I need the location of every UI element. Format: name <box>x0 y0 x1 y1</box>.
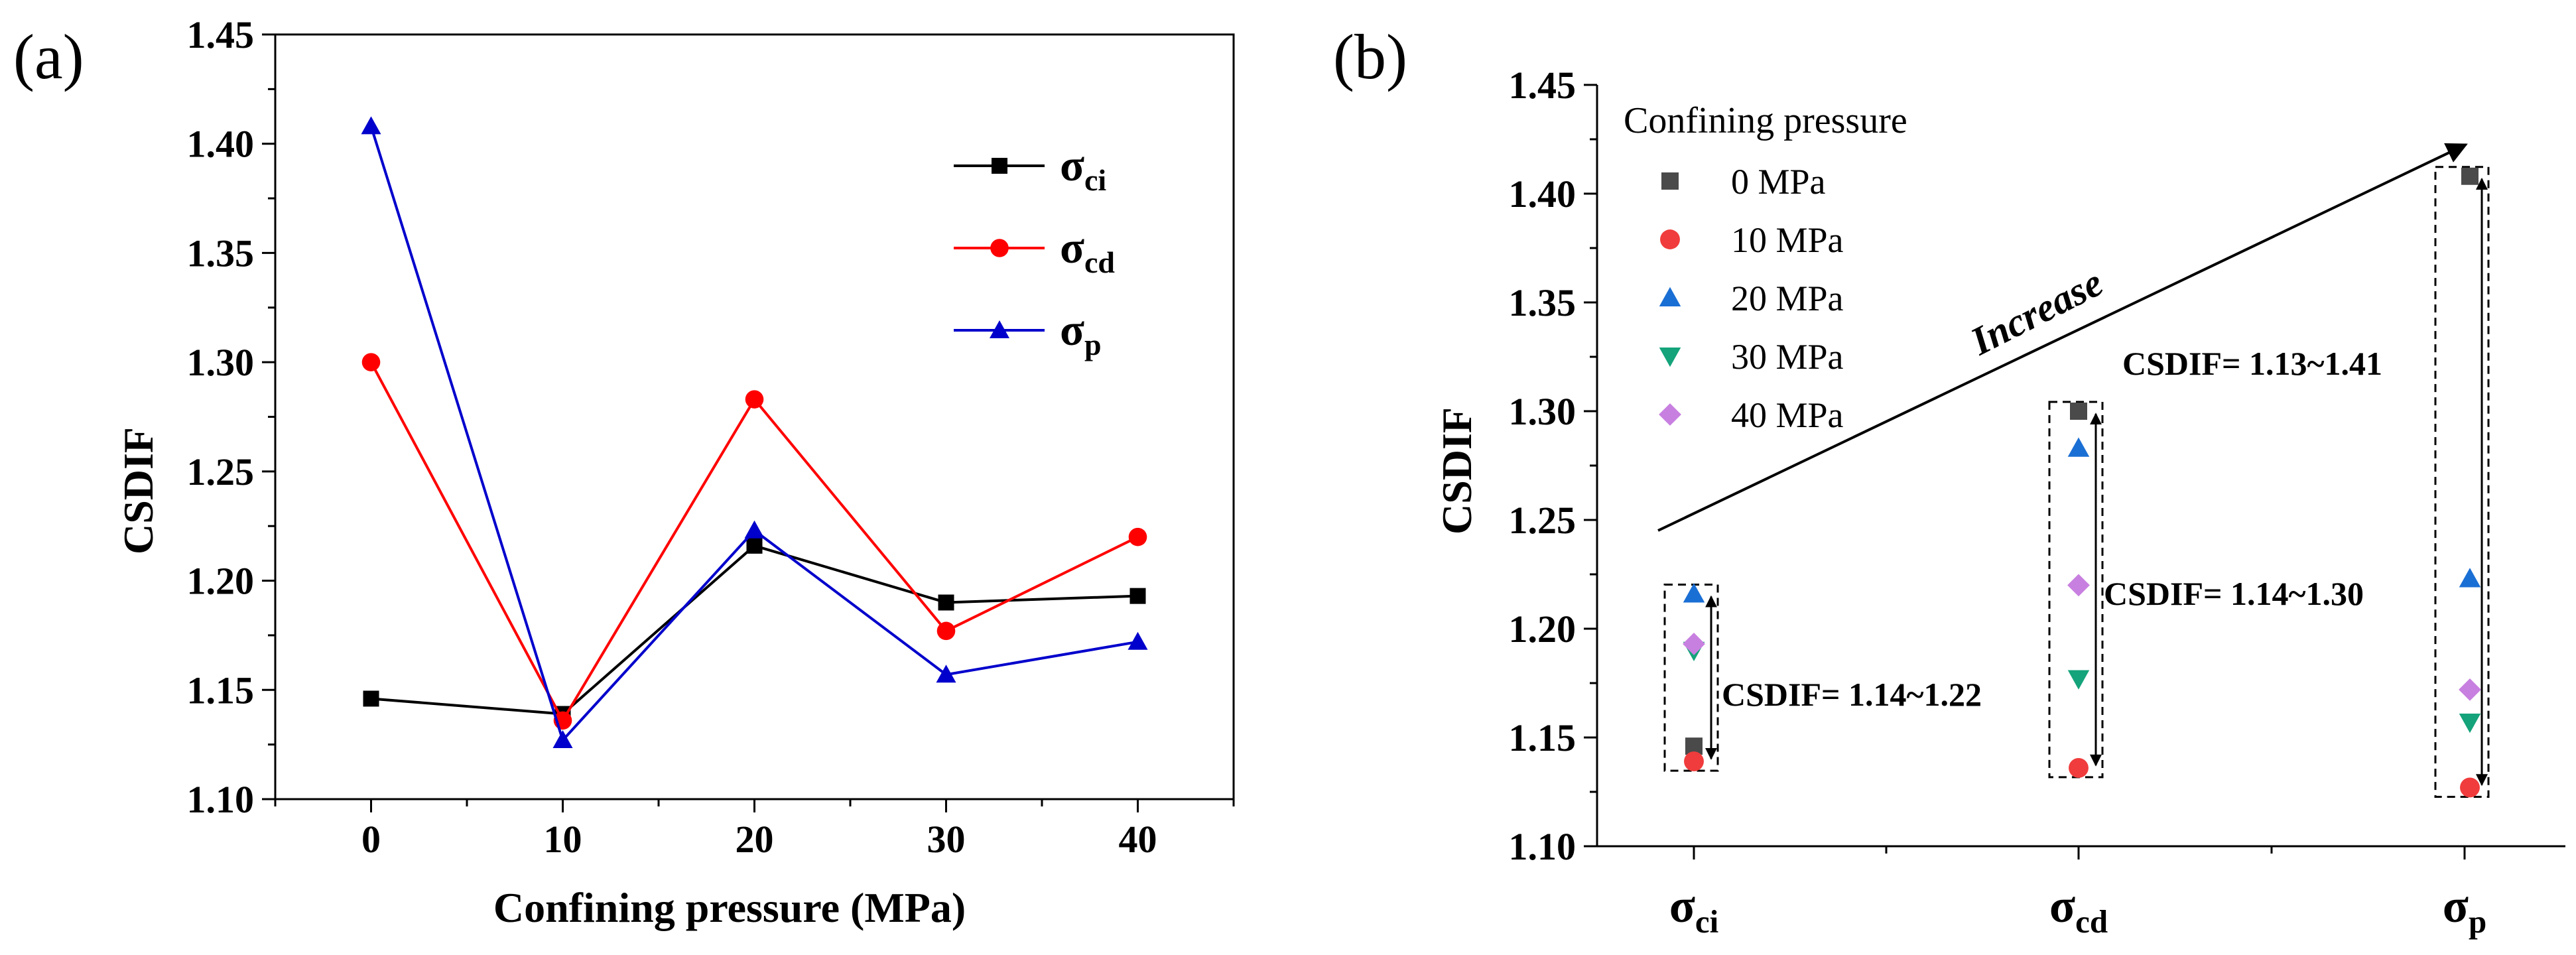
y-tick-label-a: 1.15 <box>187 668 255 712</box>
legend-marker-ci <box>992 158 1007 174</box>
y-tick-label-a: 1.40 <box>187 123 255 166</box>
point-p <box>552 730 573 749</box>
point-10-mpa <box>2460 777 2480 798</box>
panel-a-xlabel: Confining pressure (MPa) <box>493 884 966 931</box>
y-tick-label-b: 1.30 <box>1509 390 1577 433</box>
legend-label-40-mpa: 40 MPa <box>1731 395 1844 435</box>
range-label-p: CSDIF= 1.13~1.41 <box>2122 345 2382 382</box>
legend-label-20-mpa: 20 MPa <box>1731 279 1844 318</box>
y-tick-label-b: 1.40 <box>1509 172 1577 216</box>
point-10-mpa <box>1684 751 1704 772</box>
y-tick-label-b: 1.35 <box>1509 281 1577 324</box>
legend-label-30-mpa: 30 MPa <box>1731 337 1844 377</box>
point-p <box>936 665 956 683</box>
range-box-p <box>2434 166 2490 798</box>
legend-label-p: σp <box>1060 304 1102 361</box>
y-tick-label-b: 1.10 <box>1509 825 1577 868</box>
legend-marker-20-mpa <box>1659 286 1681 306</box>
x-tick-label-a: 20 <box>736 818 774 861</box>
panel-a-label: (a) <box>13 21 84 92</box>
point-30-mpa <box>2459 714 2481 733</box>
point-p <box>1127 631 1148 650</box>
y-tick-label-a: 1.20 <box>187 560 255 603</box>
point-cd <box>361 353 381 371</box>
range-label-cd: CSDIF= 1.14~1.30 <box>2104 575 2364 612</box>
x-tick-label-p: σp <box>2443 879 2486 940</box>
y-tick-label-b: 1.20 <box>1509 607 1577 651</box>
legend-marker-p <box>990 320 1009 338</box>
legend-marker-10-mpa <box>1660 229 1680 249</box>
point-30-mpa <box>2067 670 2090 690</box>
x-tick-label-a: 10 <box>544 818 582 861</box>
y-tick-label-b: 1.45 <box>1509 64 1577 107</box>
point-ci <box>938 594 954 611</box>
y-tick-label-a: 1.30 <box>187 341 255 384</box>
legend-label-10-mpa: 10 MPa <box>1731 220 1844 260</box>
point-ci <box>363 690 379 707</box>
trend-annotation: Increase <box>1963 260 2110 363</box>
plot-frame-a <box>274 33 1235 800</box>
legend-marker-40-mpa <box>1659 403 1681 426</box>
panel-b-plot: 1.10 1.15 1.20 1.25 1.30 1.35 1.40 1.45 σci σcd σp… <box>1509 64 2565 940</box>
legend-marker-cd <box>990 239 1009 257</box>
y-tick-label-a: 1.25 <box>187 450 255 493</box>
point-40-mpa <box>2459 678 2481 701</box>
point-ci <box>746 537 763 554</box>
panel-a-ylabel: CSDIF <box>115 427 162 554</box>
point-20-mpa <box>1683 583 1705 603</box>
panel-b-ylabel: CSDIF <box>1433 407 1480 535</box>
legend-label-cd: σcd <box>1060 222 1115 279</box>
panel-b-label: (b) <box>1333 21 1407 92</box>
point-cd <box>1128 527 1147 546</box>
x-tick-label-a: 30 <box>927 818 966 861</box>
series-line-ci <box>371 544 1138 716</box>
x-tick-label-cd: σcd <box>2049 879 2108 940</box>
point-0-mpa <box>2070 403 2087 420</box>
legend-b-title: Confining pressure <box>1624 100 1907 141</box>
point-20-mpa <box>2459 568 2481 588</box>
x-tick-label-ci: σci <box>1669 879 1719 940</box>
y-tick-label-a: 1.10 <box>187 778 255 821</box>
legend-label-0-mpa: 0 MPa <box>1731 162 1826 202</box>
trend-arrow <box>1657 143 2468 532</box>
x-tick-label-a: 40 <box>1119 818 1157 861</box>
series-line-p <box>369 125 1138 743</box>
y-tick-label-b: 1.15 <box>1509 716 1577 759</box>
range-label-ci: CSDIF= 1.14~1.22 <box>1722 676 1982 713</box>
panel-a-plot: 1.10 1.15 1.20 1.25 1.30 1.35 1.40 1.45 0 10 20 30 4… <box>187 13 1235 861</box>
y-tick-label-a: 1.45 <box>187 13 255 56</box>
point-ci <box>1129 588 1146 604</box>
point-10-mpa <box>2069 757 2089 778</box>
y-tick-label-b: 1.25 <box>1509 499 1577 542</box>
point-p <box>361 116 381 135</box>
point-40-mpa <box>1683 633 1705 655</box>
point-40-mpa <box>2067 574 2090 597</box>
x-tick-label-a: 0 <box>361 818 381 861</box>
point-20-mpa <box>2067 437 2090 457</box>
point-p <box>744 520 765 539</box>
legend-label-ci: σci <box>1060 140 1106 197</box>
y-tick-label-a: 1.35 <box>187 231 255 275</box>
legend-marker-30-mpa <box>1659 348 1681 367</box>
point-0-mpa <box>2461 167 2479 185</box>
point-cd <box>936 621 956 641</box>
point-cd <box>745 390 764 409</box>
legend-marker-0-mpa <box>1661 172 1679 190</box>
